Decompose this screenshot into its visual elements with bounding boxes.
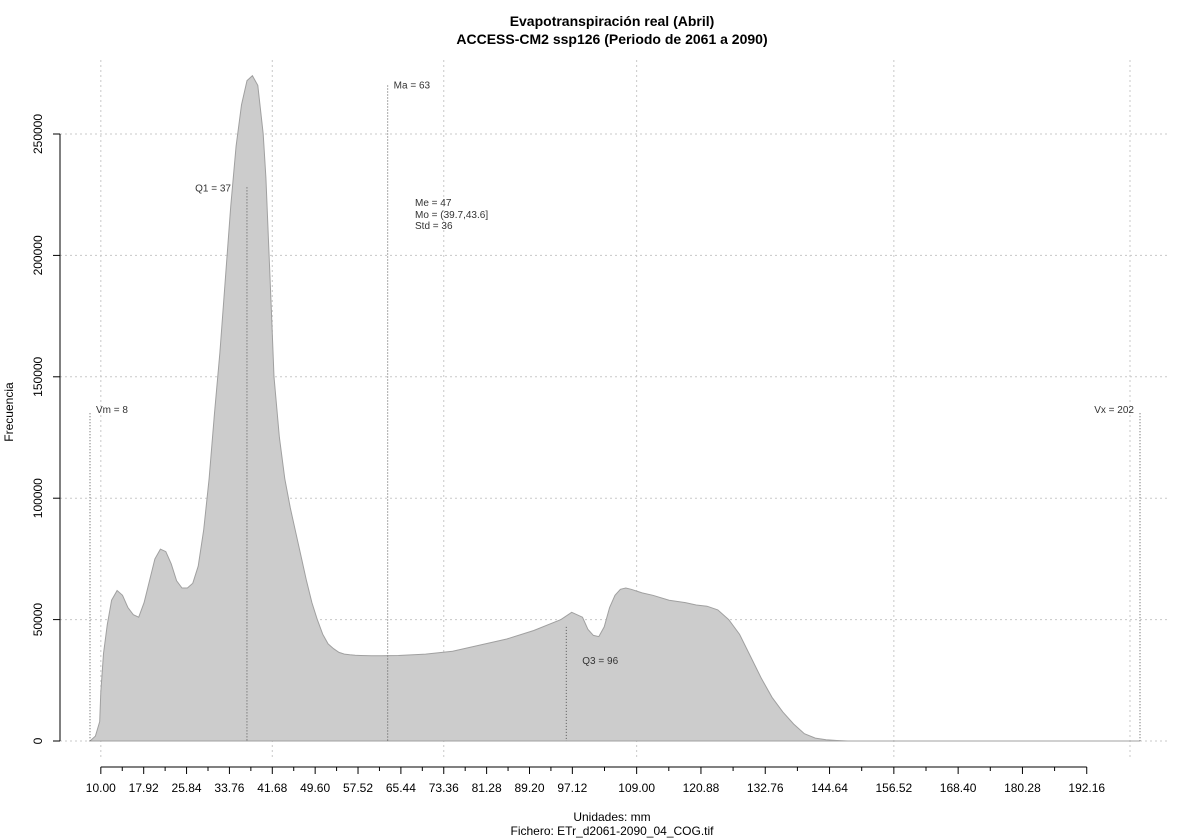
x-tick-label-9: 81.28 — [472, 781, 502, 795]
density-area — [88, 74, 1140, 742]
x-tick-label-14: 132.76 — [747, 781, 784, 795]
chart-caption: Fichero: ETr_d2061-2090_04_COG.tif — [511, 824, 715, 838]
marker-label-2: Ma = 63 — [394, 80, 431, 91]
x-tick-label-12: 109.00 — [618, 781, 655, 795]
chart-title: Evapotranspiración real (Abril) — [510, 13, 715, 29]
x-axis-label: Unidades: mm — [573, 810, 650, 824]
x-tick-label-0: 10.00 — [86, 781, 116, 795]
x-tick-label-19: 192.16 — [1068, 781, 1105, 795]
marker-label-4: Vx = 202 — [1094, 405, 1134, 416]
stats-median: Me = 47 — [415, 198, 452, 209]
x-tick-label-5: 49.60 — [300, 781, 330, 795]
x-tick-label-15: 144.64 — [811, 781, 848, 795]
x-tick-label-10: 89.20 — [514, 781, 544, 795]
y-tick-label-2: 100000 — [31, 478, 45, 518]
x-tick-label-6: 57.52 — [343, 781, 373, 795]
stats-mode: Mo = (39.7,43.6] — [415, 210, 488, 221]
x-tick-label-8: 73.36 — [429, 781, 459, 795]
x-tick-label-4: 41.68 — [257, 781, 287, 795]
y-tick-label-3: 150000 — [31, 356, 45, 396]
chart-subtitle: ACCESS-CM2 ssp126 (Periodo de 2061 a 209… — [456, 31, 767, 47]
y-axis-label: Frecuencia — [2, 382, 16, 442]
y-tick-label-5: 250000 — [31, 114, 45, 154]
y-tick-label-4: 200000 — [31, 235, 45, 275]
x-tick-label-16: 156.52 — [875, 781, 912, 795]
x-tick-label-1: 17.92 — [129, 781, 159, 795]
x-tick-label-18: 180.28 — [1004, 781, 1041, 795]
x-tick-label-13: 120.88 — [683, 781, 720, 795]
x-tick-label-3: 33.76 — [214, 781, 244, 795]
y-tick-label-1: 50000 — [31, 603, 45, 637]
x-tick-label-11: 97.12 — [557, 781, 587, 795]
marker-label-1: Q1 = 37 — [195, 183, 231, 194]
axes: 0 50000 100000 150000 200000 250000 10.00 17.92… — [31, 114, 1105, 795]
y-tick-label-0: 0 — [31, 737, 45, 744]
x-tick-label-7: 65.44 — [386, 781, 416, 795]
marker-label-3: Q3 = 96 — [582, 656, 618, 667]
stats-std: Std = 36 — [415, 221, 453, 232]
x-tick-label-2: 25.84 — [172, 781, 202, 795]
x-tick-label-17: 168.40 — [940, 781, 977, 795]
density-series — [88, 74, 1140, 742]
marker-label-0: Vm = 8 — [96, 405, 128, 416]
stat-markers: Vm = 8 Q1 = 37 Ma = 63 Q3 = 96 Vx = 202 — [89, 80, 1141, 741]
